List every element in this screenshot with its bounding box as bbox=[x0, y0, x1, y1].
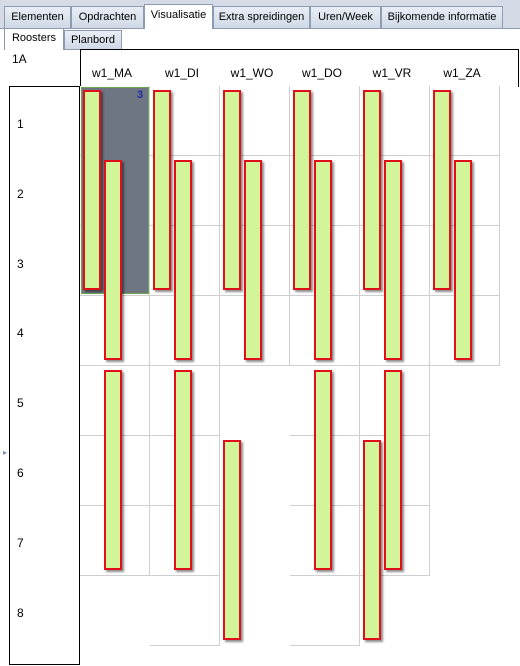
lesson-block[interactable] bbox=[454, 160, 472, 360]
lesson-block[interactable] bbox=[153, 90, 171, 290]
lesson-block[interactable] bbox=[384, 160, 402, 360]
hour-label-6: 6 bbox=[17, 466, 24, 480]
hour-label-5: 5 bbox=[17, 396, 24, 410]
day-label-vr: w1_VR bbox=[372, 66, 412, 80]
hour-label-7: 7 bbox=[17, 536, 24, 550]
lesson-block[interactable] bbox=[104, 160, 122, 360]
left-splitter[interactable] bbox=[0, 50, 9, 666]
tab-elementen[interactable]: Elementen bbox=[4, 6, 71, 28]
tab-bijkomende-informatie[interactable]: Bijkomende informatie bbox=[381, 6, 503, 28]
subtab-roosters[interactable]: Roosters bbox=[4, 28, 64, 50]
splitter-arrow-icon: ▸ bbox=[3, 448, 8, 457]
lesson-block[interactable] bbox=[293, 90, 311, 290]
lesson-block[interactable] bbox=[433, 90, 451, 290]
lesson-block[interactable] bbox=[104, 370, 122, 570]
hour-label-1: 1 bbox=[17, 117, 24, 131]
hour-label-3: 3 bbox=[17, 257, 24, 271]
schedule-cell[interactable] bbox=[290, 576, 360, 646]
lesson-block[interactable] bbox=[244, 160, 262, 360]
lesson-block[interactable] bbox=[174, 160, 192, 360]
tab-opdrachten[interactable]: Opdrachten bbox=[71, 6, 144, 28]
hour-label-2: 2 bbox=[17, 187, 24, 201]
day-label-wo: w1_WO bbox=[230, 66, 274, 80]
day-label-di: w1_DI bbox=[164, 66, 199, 80]
day-label-ma: w1_MA bbox=[91, 66, 132, 80]
lesson-block[interactable] bbox=[363, 440, 381, 640]
lesson-block[interactable] bbox=[223, 440, 241, 640]
lesson-block[interactable] bbox=[83, 90, 101, 290]
schedule-cell[interactable] bbox=[150, 576, 220, 646]
lesson-block[interactable] bbox=[314, 370, 332, 570]
lesson-block[interactable] bbox=[384, 370, 402, 570]
sub-tab-bar: Roosters Planbord bbox=[0, 28, 520, 51]
subtab-planbord[interactable]: Planbord bbox=[64, 30, 122, 50]
lesson-block[interactable] bbox=[223, 90, 241, 290]
day-label-za: w1_ZA bbox=[443, 66, 481, 80]
lesson-block[interactable] bbox=[174, 370, 192, 570]
hour-label-8: 8 bbox=[17, 606, 24, 620]
main-tab-bar: Elementen Opdrachten Visualisatie Extra … bbox=[0, 0, 520, 29]
day-label-do: w1_DO bbox=[301, 66, 342, 80]
tab-extra-spreidingen[interactable]: Extra spreidingen bbox=[213, 6, 310, 28]
class-name: 1A bbox=[12, 52, 27, 66]
hour-column bbox=[9, 86, 80, 665]
selected-cell-count: 3 bbox=[137, 89, 144, 101]
lesson-block[interactable] bbox=[314, 160, 332, 360]
hour-label-4: 4 bbox=[17, 326, 24, 340]
tab-uren-week[interactable]: Uren/Week bbox=[310, 6, 381, 28]
lesson-block[interactable] bbox=[363, 90, 381, 290]
tab-visualisatie[interactable]: Visualisatie bbox=[144, 4, 213, 29]
day-header bbox=[80, 49, 519, 87]
